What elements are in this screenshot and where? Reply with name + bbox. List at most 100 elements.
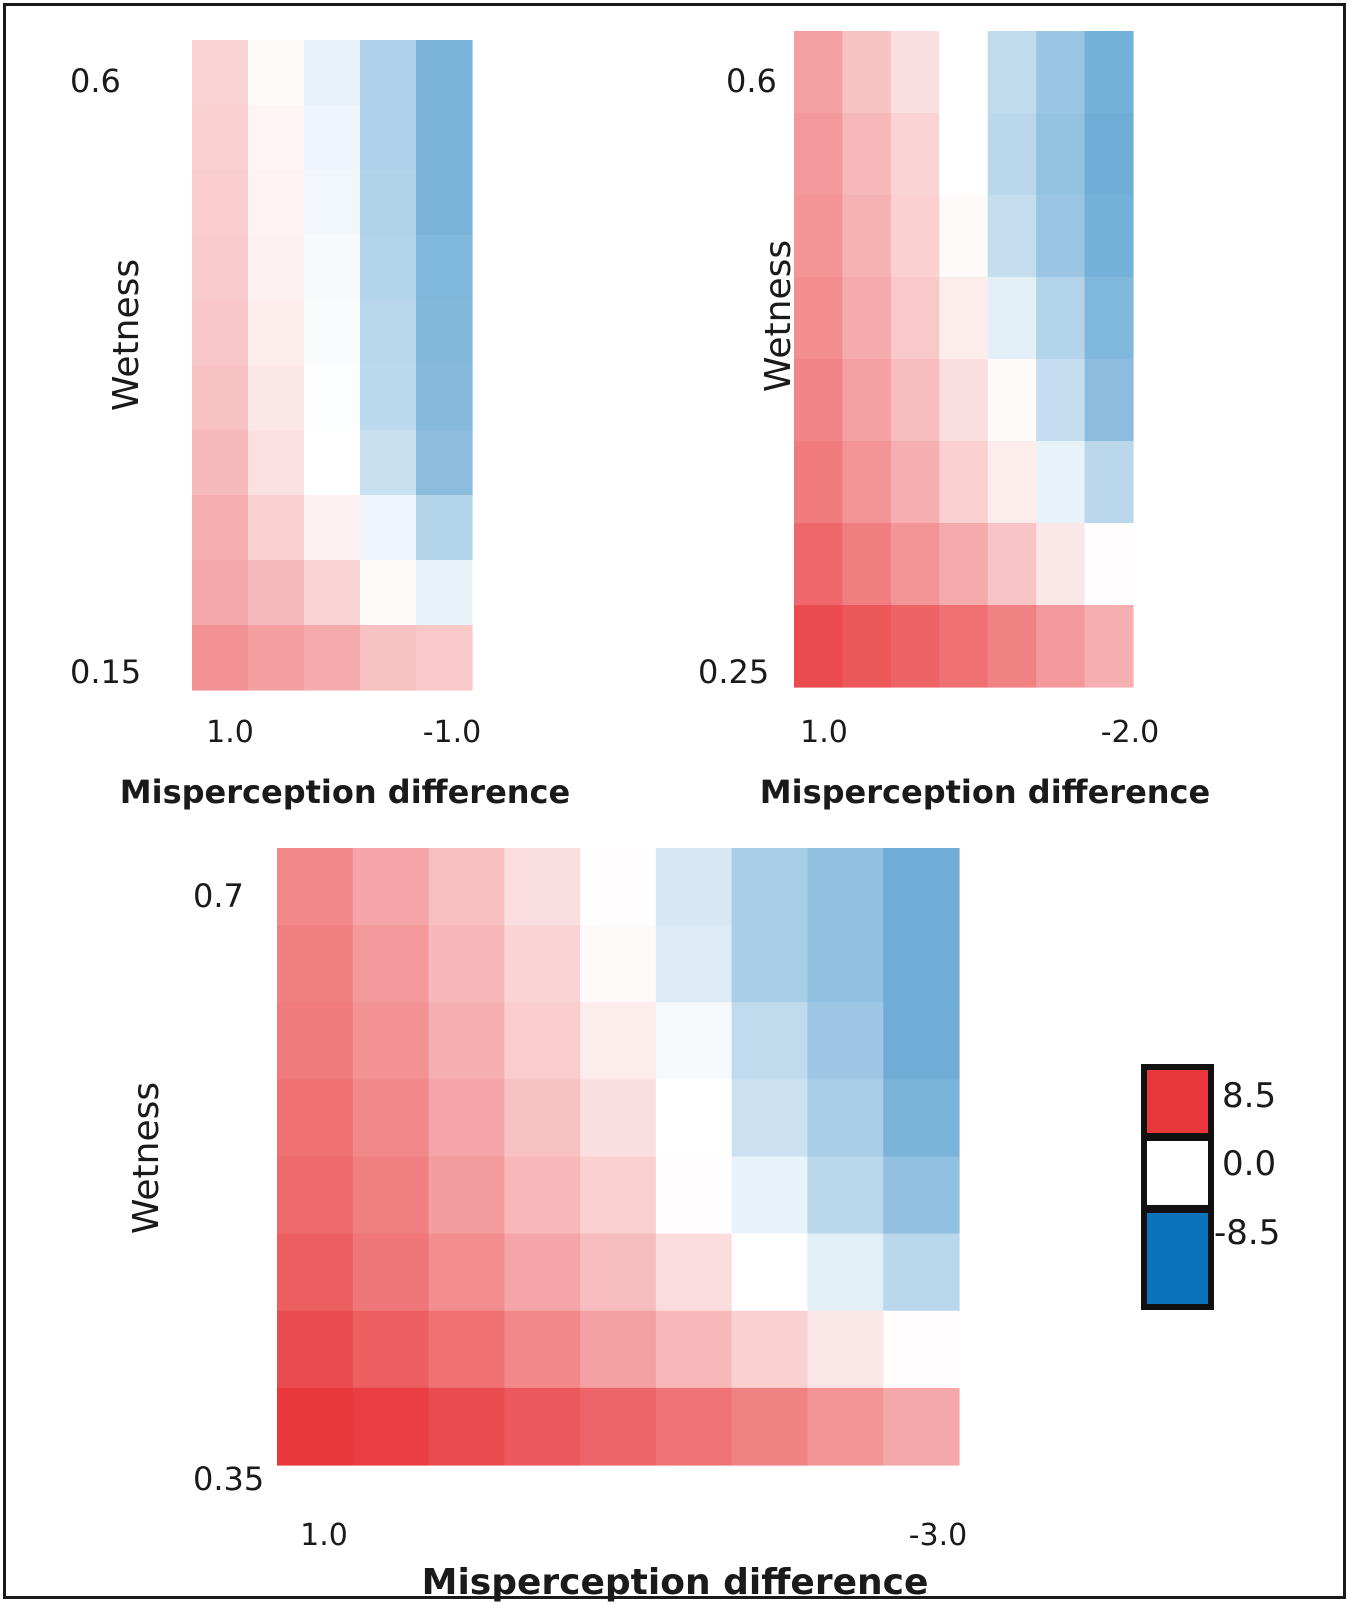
heatmap-cell xyxy=(883,925,960,1003)
heatmap-panel-top-left: 0.6 0.15 Wetness 1.0 -1.0 Misperception … xyxy=(70,40,570,811)
x-tick-left: 1.0 xyxy=(800,715,848,750)
heatmap-cell xyxy=(416,300,473,366)
heatmap-cell xyxy=(731,1079,809,1158)
heatmap-cell xyxy=(580,1233,657,1312)
heatmap-cell xyxy=(1036,359,1086,442)
heatmap-cell xyxy=(939,523,989,606)
heatmap-cell xyxy=(352,1233,430,1312)
heatmap-cell xyxy=(1036,523,1086,606)
heatmap-cell xyxy=(987,113,1037,196)
heatmap-cell xyxy=(360,495,417,561)
heatmap-cell xyxy=(428,925,505,1003)
heatmap-cell xyxy=(304,495,361,561)
heatmap-cell xyxy=(883,1079,960,1158)
heatmap-cell xyxy=(352,1079,430,1158)
color-legend: 8.5 0.0 -8.5 xyxy=(1141,1064,1280,1310)
heatmap-cell xyxy=(883,1002,960,1080)
y-tick-top: 0.7 xyxy=(193,877,244,915)
heatmap-cell xyxy=(939,195,989,278)
heatmap-cell xyxy=(504,1079,581,1158)
heatmap-cell xyxy=(939,277,989,360)
y-axis-label: Wetness xyxy=(126,1082,167,1234)
heatmap-cell xyxy=(731,1156,809,1235)
heatmap-cell xyxy=(192,625,249,691)
x-tick-right: -3.0 xyxy=(909,1518,968,1553)
heatmap-cell xyxy=(987,441,1037,524)
heatmap-cell xyxy=(1084,523,1134,606)
heatmap-cell xyxy=(1036,277,1086,360)
heatmap-cell xyxy=(794,195,844,278)
heatmap-cell xyxy=(277,1079,354,1158)
heatmap-cell xyxy=(416,235,473,301)
heatmap-cell xyxy=(842,523,892,606)
heatmap-cell xyxy=(807,1156,884,1235)
heatmap-cell xyxy=(428,1233,505,1312)
heatmap-cell xyxy=(504,1156,581,1235)
x-tick-left: 1.0 xyxy=(300,1518,348,1553)
heatmap-cell xyxy=(416,105,473,171)
heatmap-cells-top-right xyxy=(794,31,1134,688)
heatmap-cell xyxy=(360,105,417,171)
x-tick-right: -2.0 xyxy=(1101,715,1160,750)
heatmap-cell xyxy=(807,925,884,1003)
heatmap-cell xyxy=(504,1233,581,1312)
x-axis-label: Misperception difference xyxy=(120,773,570,811)
heatmap-cell xyxy=(890,277,940,360)
heatmap-cell xyxy=(360,40,417,106)
heatmap-cell xyxy=(248,625,305,691)
y-tick-bottom: 0.15 xyxy=(70,653,141,691)
heatmap-cell xyxy=(277,925,354,1003)
heatmap-cell xyxy=(890,605,940,688)
heatmap-cell xyxy=(842,441,892,524)
heatmap-panel-bottom: 0.7 0.35 Wetness 1.0 -3.0 Misperception … xyxy=(126,848,967,1603)
heatmap-cell xyxy=(352,1002,430,1080)
heatmap-cell xyxy=(807,1002,884,1080)
x-tick-left: 1.0 xyxy=(206,715,254,750)
heatmap-cell xyxy=(1084,31,1134,114)
heatmap-cell xyxy=(655,848,733,926)
heatmap-cell xyxy=(939,441,989,524)
heatmap-cell xyxy=(248,40,305,106)
heatmap-cells-top-left xyxy=(192,40,473,691)
heatmap-cell xyxy=(192,235,249,301)
heatmap-cell xyxy=(360,235,417,301)
heatmap-cell xyxy=(987,359,1037,442)
heatmap-cell xyxy=(883,848,960,926)
heatmap-cell xyxy=(655,1079,733,1158)
heatmap-cell xyxy=(428,1156,505,1235)
y-tick-top: 0.6 xyxy=(726,62,777,100)
heatmap-cell xyxy=(580,848,657,926)
heatmap-cell xyxy=(939,359,989,442)
heatmap-cell xyxy=(304,430,361,496)
heatmap-cell xyxy=(794,113,844,196)
heatmap-cell xyxy=(1084,605,1134,688)
heatmap-cell xyxy=(504,1002,581,1080)
heatmap-cell xyxy=(987,31,1037,114)
heatmap-cell xyxy=(842,31,892,114)
heatmap-cell xyxy=(842,195,892,278)
heatmap-cell xyxy=(655,1233,733,1312)
heatmap-cell xyxy=(883,1233,960,1312)
heatmap-cell xyxy=(1084,195,1134,278)
heatmap-cell xyxy=(304,365,361,431)
heatmap-cell xyxy=(248,430,305,496)
heatmap-cell xyxy=(807,1387,884,1466)
y-axis-label: Wetness xyxy=(106,259,147,411)
heatmap-cell xyxy=(416,495,473,561)
heatmap-cell xyxy=(890,359,940,442)
heatmap-cell xyxy=(731,925,809,1003)
heatmap-cell xyxy=(580,1079,657,1158)
heatmap-cell xyxy=(304,235,361,301)
legend-label-high: 8.5 xyxy=(1222,1076,1276,1116)
heatmap-cell xyxy=(1084,113,1134,196)
heatmap-cell xyxy=(890,441,940,524)
heatmap-cell xyxy=(428,1079,505,1158)
heatmap-cell xyxy=(1036,605,1086,688)
heatmap-cell xyxy=(731,1387,809,1466)
heatmap-cell xyxy=(360,170,417,236)
heatmap-cell xyxy=(987,277,1037,360)
heatmap-cell xyxy=(890,113,940,196)
heatmap-cell xyxy=(277,1233,354,1312)
heatmap-cell xyxy=(352,925,430,1003)
heatmap-cell xyxy=(504,1387,581,1466)
